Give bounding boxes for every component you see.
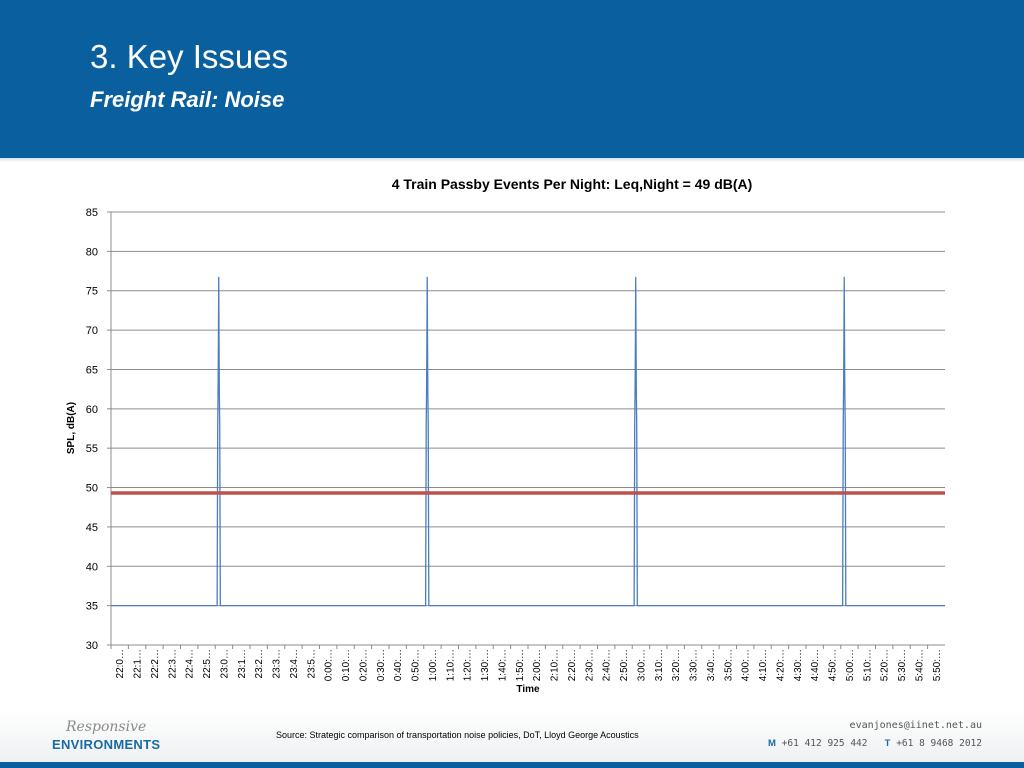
logo-wordmark-bottom: ENVIRONMENTS <box>52 737 161 752</box>
x-tick-label: 5:40:… <box>914 649 925 681</box>
y-tick-label: 30 <box>86 640 98 652</box>
x-tick-label: 1:40:… <box>497 649 508 681</box>
x-tick-label: 23:1… <box>237 649 248 678</box>
x-tick-label: 2:50:… <box>619 649 630 681</box>
x-tick-label: 22:5… <box>202 649 213 678</box>
x-tick-label: 4:30:… <box>793 649 804 681</box>
x-tick-label: 4:50:… <box>828 649 839 681</box>
x-tick-label: 4:10:… <box>758 649 769 681</box>
y-tick-label: 80 <box>86 246 98 258</box>
x-tick-label: 1:10:… <box>445 649 456 681</box>
x-tick-label: 5:00:… <box>845 649 856 681</box>
x-tick-label: 22:3… <box>167 649 178 678</box>
x-tick-label: 3:20:… <box>671 649 682 681</box>
x-tick-label: 2:20:… <box>567 649 578 681</box>
x-tick-label: 4:00:… <box>741 649 752 681</box>
contact-email: evanjones@iinet.net.au <box>849 720 982 731</box>
gridlines <box>110 211 945 645</box>
x-tick-label: 3:30:… <box>689 649 700 681</box>
x-tick-label: 1:00:… <box>428 649 439 681</box>
x-tick-label: 3:10:… <box>654 649 665 681</box>
chart-title: 4 Train Passby Events Per Night: Leq,Nig… <box>392 176 753 192</box>
x-tick-label: 23:2… <box>254 649 265 678</box>
x-tick-label: 3:00:… <box>636 649 647 681</box>
x-tick-label: 5:10:… <box>862 649 873 681</box>
x-tick-label: 1:30:… <box>480 649 491 681</box>
contact-details: evanjones@iinet.net.au M +61 412 925 442… <box>768 720 982 749</box>
y-tick-label: 60 <box>86 404 98 416</box>
y-tick-label: 65 <box>86 364 98 376</box>
contact-phones: M +61 412 925 442 T +61 8 9468 2012 <box>768 738 982 749</box>
y-tick-label: 35 <box>86 601 98 613</box>
x-tick-label: 0:20:… <box>358 649 369 681</box>
title-banner <box>0 0 1024 158</box>
x-axis-label: Time <box>516 684 540 695</box>
x-tick-label: 3:40:… <box>706 649 717 681</box>
y-tick-label: 45 <box>86 522 98 534</box>
x-tick-label: 23:0… <box>219 649 230 678</box>
x-tick-label: 0:10:… <box>341 649 352 681</box>
y-axis-ticks: 30 35 40 45 50 55 60 65 70 75 80 85 <box>86 207 111 652</box>
x-axis-ticks: 22:0… 22:1… 22:2… 22:3… 22:4… 22:5… 23:0… 23:1…… <box>110 645 943 681</box>
logo-wordmark-top: Responsive <box>66 719 147 735</box>
source-note: Source: Strategic comparison of transpor… <box>276 730 639 740</box>
x-tick-label: 1:50:… <box>515 649 526 681</box>
y-tick-label: 55 <box>86 443 98 455</box>
x-tick-label: 1:20:… <box>463 649 474 681</box>
x-tick-label: 0:50:… <box>411 649 422 681</box>
footer-band <box>0 710 1024 762</box>
y-tick-label: 75 <box>86 286 98 298</box>
footer-rule <box>0 762 1024 768</box>
x-tick-label: 5:50:… <box>932 649 943 681</box>
spl-series-line <box>111 276 945 607</box>
y-tick-label: 70 <box>86 325 98 337</box>
x-tick-label: 2:00:… <box>532 649 543 681</box>
phone-number: +61 8 9468 2012 <box>896 738 982 749</box>
banner-shadow <box>0 158 1024 162</box>
x-tick-label: 22:2… <box>150 649 161 678</box>
x-tick-label: 3:50:… <box>723 649 734 681</box>
x-tick-label: 4:40:… <box>810 649 821 681</box>
plot-series <box>111 276 945 607</box>
x-tick-label: 0:30:… <box>376 649 387 681</box>
x-tick-label: 2:30:… <box>584 649 595 681</box>
x-tick-label: 22:1… <box>133 649 144 678</box>
y-axis-label: SPL, dB(A) <box>66 402 77 454</box>
phone-label: T <box>884 738 891 749</box>
company-logo: Responsive ENVIRONMENTS <box>52 720 160 751</box>
y-tick-label: 40 <box>86 561 98 573</box>
x-tick-label: 22:4… <box>185 649 196 678</box>
noise-chart: 4 Train Passby Events Per Night: Leq,Nig… <box>66 176 945 695</box>
x-tick-label: 4:20:… <box>775 649 786 681</box>
x-tick-label: 0:40:… <box>393 649 404 681</box>
mobile-label: M <box>768 738 776 749</box>
x-tick-label: 2:10:… <box>550 649 561 681</box>
x-tick-label: 5:30:… <box>897 649 908 681</box>
x-tick-label: 5:20:… <box>880 649 891 681</box>
mobile-number: +61 412 925 442 <box>781 738 868 749</box>
y-tick-label: 85 <box>86 207 98 219</box>
x-tick-label: 0:00:… <box>324 649 335 681</box>
x-tick-label: 2:40:… <box>602 649 613 681</box>
x-tick-label: 22:0… <box>115 649 126 678</box>
x-tick-label: 23:5… <box>306 649 317 678</box>
slide-title: 3. Key Issues <box>90 38 289 75</box>
x-tick-label: 23:4… <box>289 649 300 678</box>
y-tick-label: 50 <box>86 483 98 495</box>
slide-subtitle: Freight Rail: Noise <box>90 87 285 112</box>
x-tick-label: 23:3… <box>272 649 283 678</box>
